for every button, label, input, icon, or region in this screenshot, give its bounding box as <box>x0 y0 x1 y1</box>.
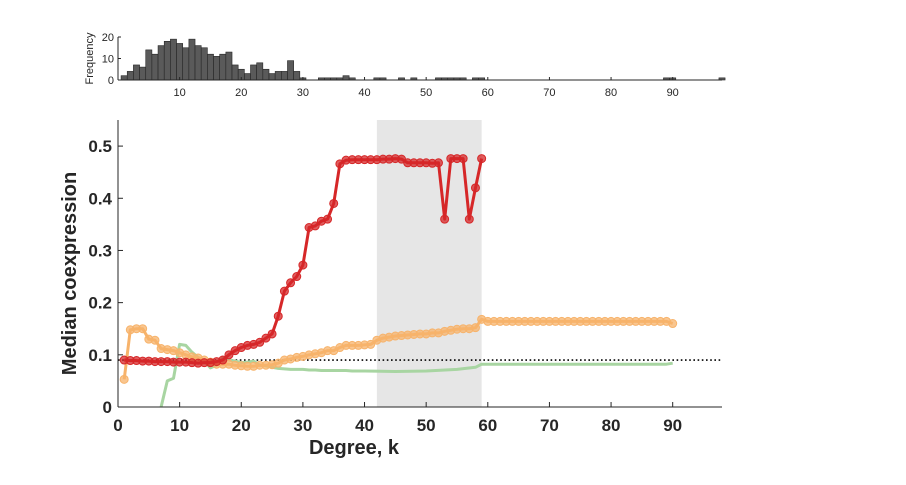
series-point <box>298 260 308 270</box>
y-tick-label: 0.5 <box>88 137 112 156</box>
histogram-x-tick-label: 20 <box>235 87 247 99</box>
histogram-y-axis-label: Frequency <box>84 32 96 84</box>
x-tick-label: 70 <box>540 416 559 435</box>
x-tick-label: 30 <box>293 416 312 435</box>
x-tick-label: 90 <box>663 416 682 435</box>
series-point <box>279 286 289 296</box>
histogram-bar <box>231 64 239 81</box>
x-tick-label: 40 <box>355 416 374 435</box>
series-point <box>323 214 333 224</box>
histogram-bar <box>342 75 350 81</box>
histogram-y-tick-label: 20 <box>102 32 114 44</box>
histogram-x-tick-label: 90 <box>667 87 679 99</box>
y-tick-label: 0.1 <box>88 346 112 365</box>
series-point <box>440 214 450 224</box>
histogram-bar <box>250 64 257 81</box>
series-point <box>668 319 678 329</box>
main-plot-panel: 0 10 20 30 40 50 60 70 80 90 0 0.1 0.2 0.3 0.4 0.5 Degre… <box>59 120 722 459</box>
histogram-bar <box>126 71 134 81</box>
series-point <box>218 355 228 365</box>
y-tick-label: 0.3 <box>88 241 112 260</box>
y-axis-label: Median coexpression <box>59 172 81 375</box>
x-tick-label: 80 <box>602 416 621 435</box>
series-point <box>224 350 234 360</box>
series-point <box>286 278 296 288</box>
x-tick-label: 50 <box>417 416 436 435</box>
histogram-bar <box>268 73 276 81</box>
y-tick-label: 0 <box>103 398 112 417</box>
histogram-bar <box>293 71 301 81</box>
series-point <box>119 374 129 384</box>
x-tick-label: 20 <box>232 416 251 435</box>
histogram-x-tick-label: 80 <box>605 87 617 99</box>
histogram-bar <box>139 66 147 81</box>
histogram-bar <box>151 53 159 81</box>
histogram-panel: 10 20 30 40 50 60 70 80 90 0 10 20 Frequency <box>84 32 726 99</box>
histogram-y-tick-label: 10 <box>102 54 114 66</box>
x-tick-label: 0 <box>113 416 122 435</box>
y-tick-label: 0.2 <box>88 294 112 313</box>
series-point <box>366 339 376 349</box>
histogram-bar <box>256 62 264 81</box>
histogram-bar <box>262 68 270 81</box>
histogram-bar <box>207 53 214 81</box>
series-point <box>310 221 320 231</box>
histogram-bar <box>120 75 128 81</box>
histogram-bar <box>225 51 233 81</box>
x-axis-label: Degree, k <box>309 437 400 459</box>
histogram-y-tick-label: 0 <box>108 75 114 87</box>
y-tick-label: 0.4 <box>88 189 112 208</box>
histogram-bar <box>145 49 153 81</box>
histogram-bar <box>194 45 202 81</box>
histogram-x-tick-label: 70 <box>543 87 555 99</box>
histogram-bar <box>274 71 282 81</box>
series-point <box>150 335 160 345</box>
histogram-bar <box>163 40 171 81</box>
histogram-x-tick-label: 30 <box>297 87 309 99</box>
series-point <box>470 183 480 193</box>
histogram-bar <box>133 64 140 81</box>
series-point <box>458 154 468 164</box>
histogram-bar <box>287 60 294 81</box>
series-point <box>261 333 271 343</box>
histogram-bar <box>219 53 227 81</box>
histogram-x-tick-label: 40 <box>358 87 370 99</box>
series-point <box>477 154 487 164</box>
histogram-bar <box>157 45 165 81</box>
histogram-bar <box>176 43 184 81</box>
series-point <box>255 337 265 347</box>
histogram-bar <box>188 38 196 81</box>
x-tick-label: 10 <box>170 416 189 435</box>
histogram-bar <box>213 56 220 81</box>
histogram-x-tick-label: 50 <box>420 87 432 99</box>
x-tick-label: 60 <box>478 416 497 435</box>
series-point <box>292 272 302 282</box>
histogram-x-tick-label: 10 <box>174 87 186 99</box>
series-point <box>138 324 148 334</box>
series-point <box>273 311 283 321</box>
histogram-bar <box>182 47 190 81</box>
histogram-bar <box>170 38 177 81</box>
histogram-bar <box>281 71 288 81</box>
histogram-bar <box>200 47 208 81</box>
series-point <box>433 158 443 168</box>
series-point <box>464 214 474 224</box>
series-point <box>329 198 339 208</box>
series-point <box>470 323 480 333</box>
histogram-x-tick-label: 60 <box>482 87 494 99</box>
series-point <box>267 329 277 339</box>
histogram-bar <box>244 73 251 81</box>
